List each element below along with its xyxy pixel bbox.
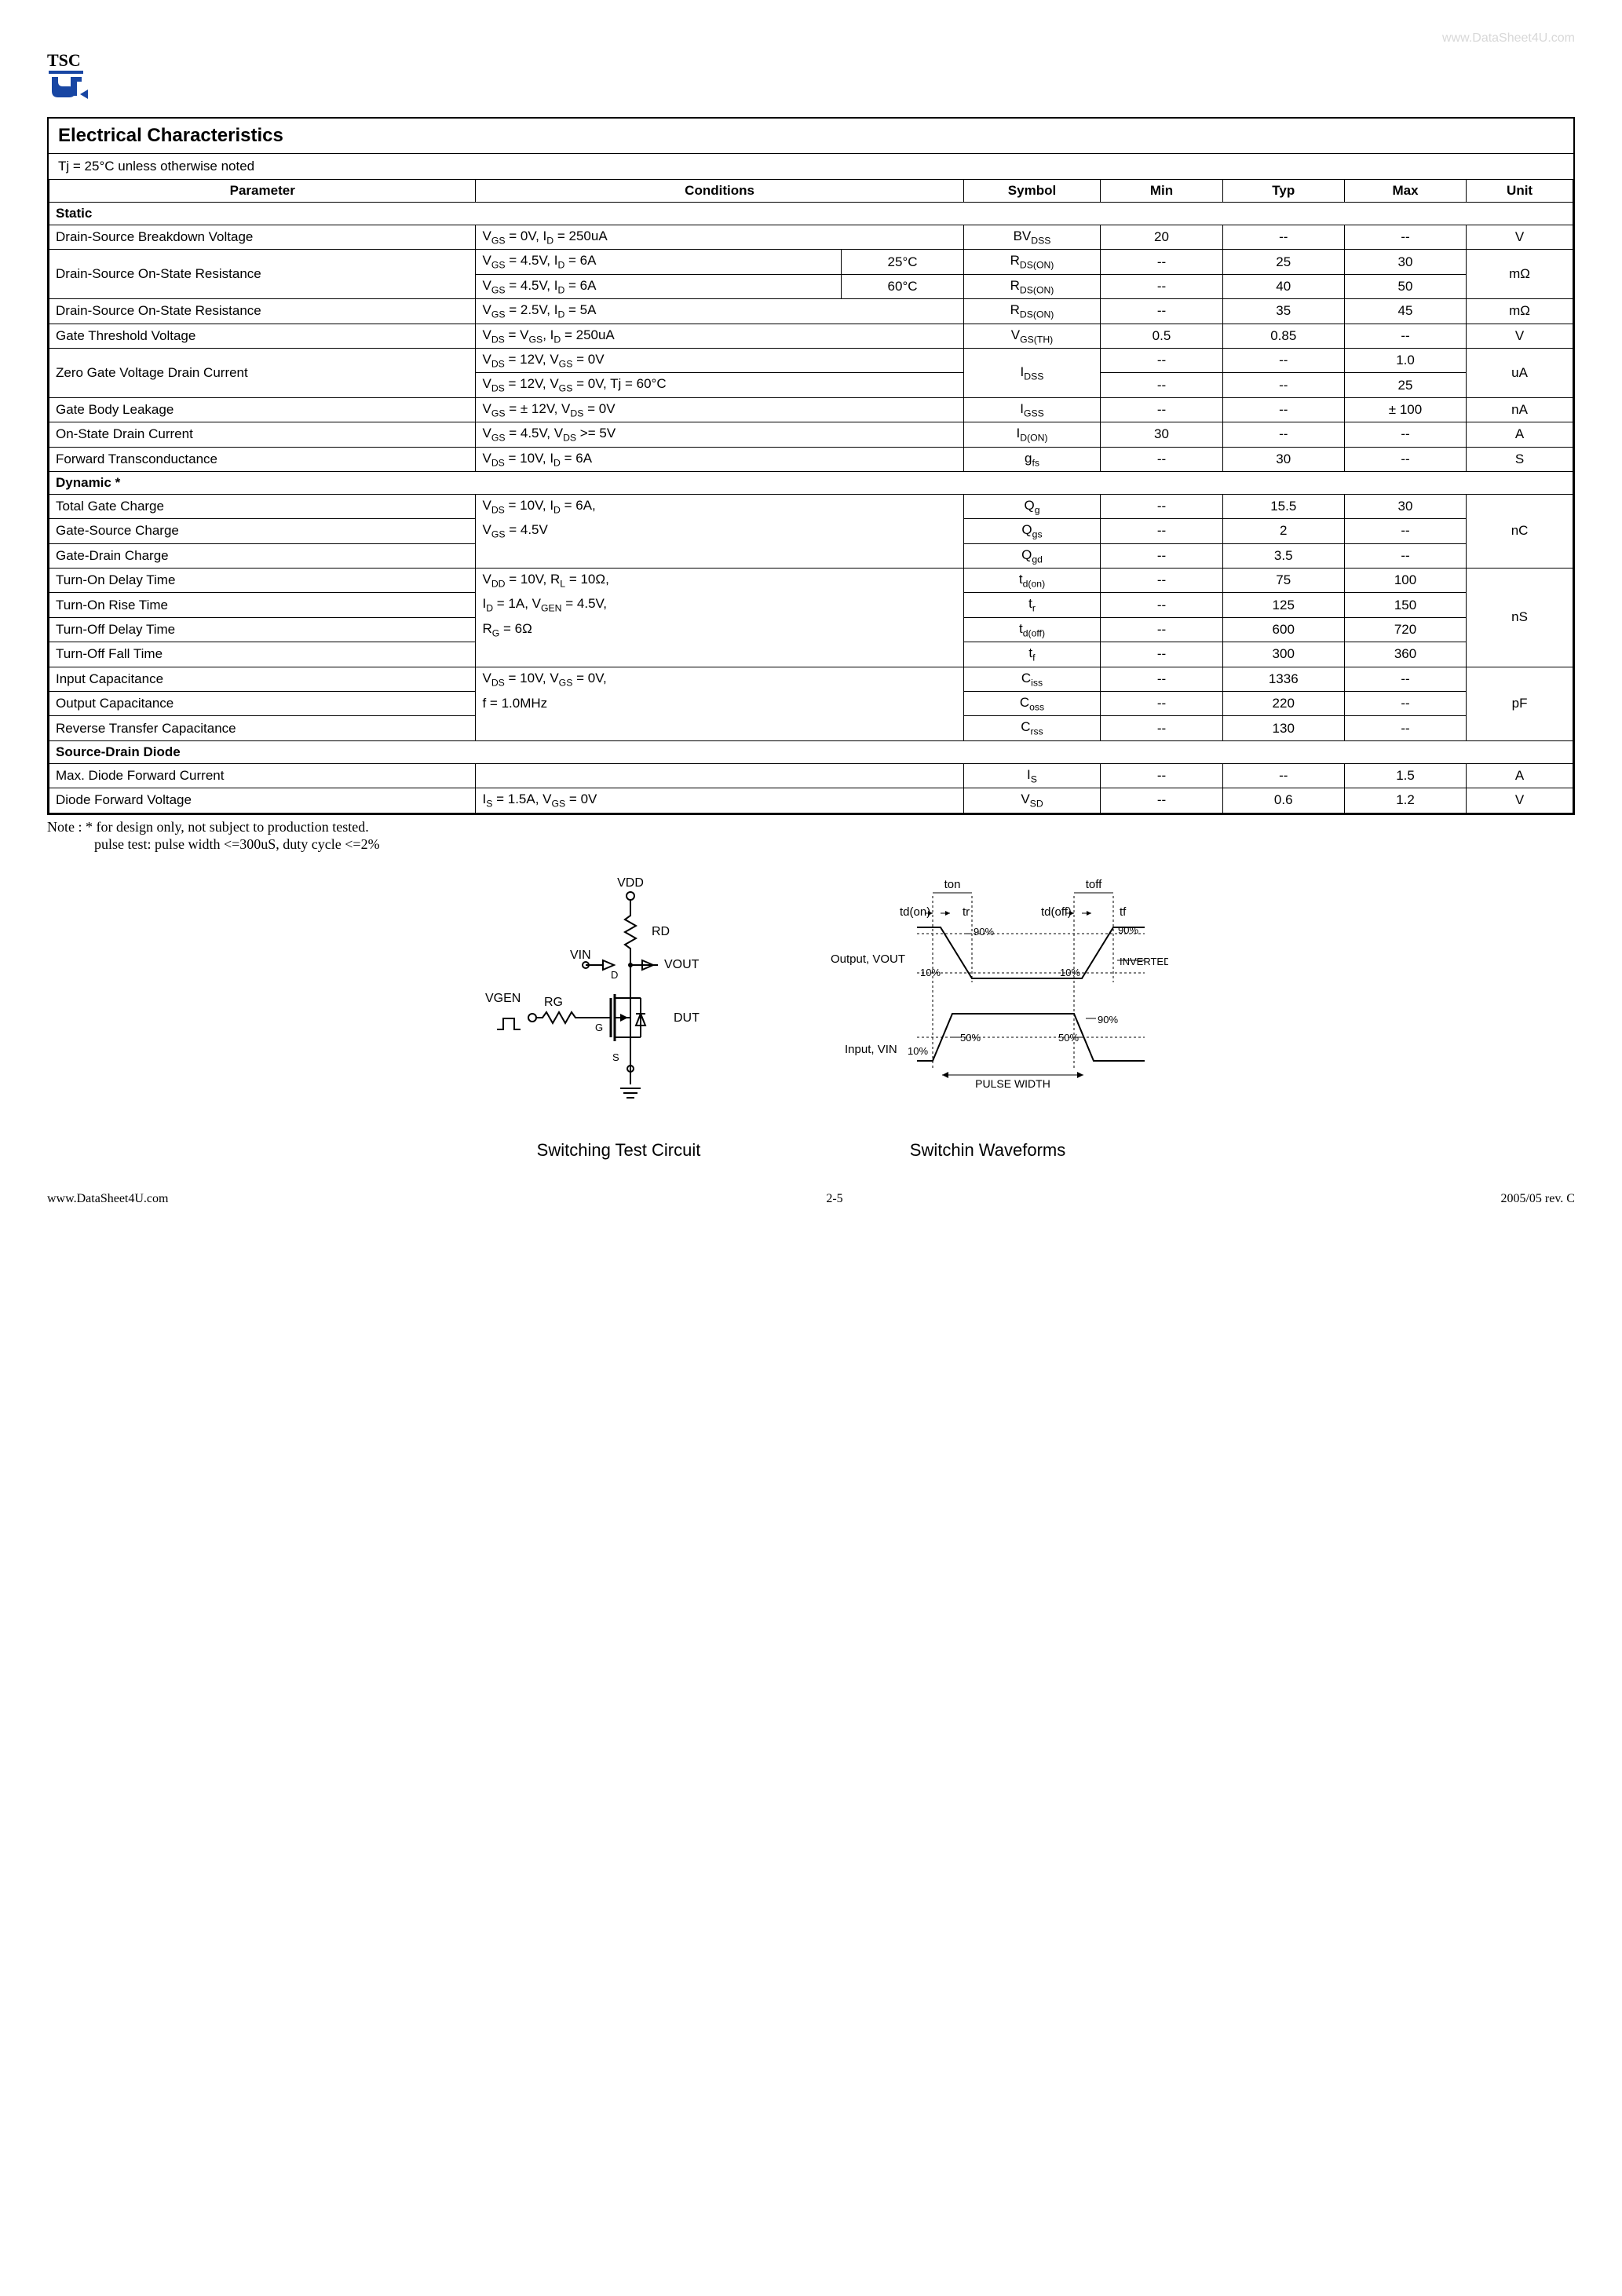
- table-row: Output Capacitance f = 1.0MHz Coss -- 22…: [49, 692, 1573, 716]
- col-typ: Typ: [1222, 180, 1344, 203]
- section-title: Electrical Characteristics: [58, 125, 283, 146]
- footer-rev: 2005/05 rev. C: [1500, 1192, 1575, 1206]
- svg-text:90%: 90%: [1098, 1014, 1118, 1026]
- svg-text:VDD: VDD: [617, 876, 644, 890]
- svg-text:50%: 50%: [960, 1032, 981, 1044]
- table-row: Drain-Source Breakdown Voltage VGS = 0V,…: [49, 225, 1573, 250]
- svg-text:td(on): td(on): [900, 905, 930, 919]
- svg-text:ton: ton: [944, 878, 961, 891]
- table-row: Gate Body Leakage VGS = ± 12V, VDS = 0V …: [49, 397, 1573, 422]
- table-row: Turn-On Rise Time ID = 1A, VGEN = 4.5V, …: [49, 593, 1573, 617]
- svg-text:S: S: [612, 1051, 619, 1063]
- table-row: Diode Forward Voltage IS = 1.5A, VGS = 0…: [49, 788, 1573, 813]
- section-static: Static: [49, 203, 1573, 225]
- table-row: Reverse Transfer Capacitance Crss -- 130…: [49, 716, 1573, 740]
- section-dynamic: Dynamic *: [49, 471, 1573, 494]
- note-line1: Note : * for design only, not subject to…: [47, 818, 1575, 836]
- svg-text:VIN: VIN: [570, 949, 591, 962]
- watermark-top: www.DataSheet4U.com: [47, 31, 1575, 46]
- table-row: On-State Drain Current VGS = 4.5V, VDS >…: [49, 422, 1573, 447]
- table-row: Zero Gate Voltage Drain Current VDS = 12…: [49, 348, 1573, 372]
- logo-text: TSC: [47, 50, 81, 70]
- table-row: Turn-On Delay Time VDD = 10V, RL = 10Ω, …: [49, 569, 1573, 593]
- svg-text:INVERTED: INVERTED: [1120, 956, 1168, 967]
- svg-text:td(off): td(off): [1041, 905, 1072, 919]
- temperature-note: Tj = 25°C unless otherwise noted: [49, 154, 1573, 179]
- svg-text:toff: toff: [1086, 878, 1102, 891]
- circuit-caption: Switching Test Circuit: [454, 1140, 784, 1161]
- col-min: Min: [1101, 180, 1222, 203]
- svg-text:90%: 90%: [1118, 924, 1138, 936]
- switching-waveforms: ton toff td(on) tr td(off) tf Output, VO…: [807, 872, 1168, 1161]
- switching-test-circuit: VDD RD VIN VOUT D: [454, 872, 784, 1161]
- table-row: Gate-Drain Charge Qgd -- 3.5 --: [49, 543, 1573, 568]
- electrical-characteristics-box: Electrical Characteristics Tj = 25°C unl…: [47, 117, 1575, 815]
- table-row: Drain-Source On-State Resistance VGS = 2…: [49, 299, 1573, 324]
- svg-text:Output, VOUT: Output, VOUT: [831, 952, 905, 966]
- note-line2: pulse test: pulse width <=300uS, duty cy…: [47, 835, 1575, 854]
- tsc-logo: TSC: [47, 50, 1575, 109]
- col-symbol: Symbol: [963, 180, 1101, 203]
- table-row: Gate-Source Charge VGS = 4.5V Qgs -- 2 -…: [49, 519, 1573, 543]
- table-row: Max. Diode Forward Current IS -- -- 1.5 …: [49, 763, 1573, 788]
- footer-left: www.DataSheet4U.com: [47, 1192, 168, 1206]
- col-max: Max: [1344, 180, 1466, 203]
- svg-text:Input, VIN: Input, VIN: [845, 1043, 897, 1056]
- table-row: Turn-Off Fall Time tf -- 300 360: [49, 642, 1573, 667]
- svg-text:tf: tf: [1120, 905, 1127, 919]
- footer-page: 2-5: [826, 1192, 842, 1206]
- waveforms-caption: Switchin Waveforms: [807, 1140, 1168, 1161]
- col-parameter: Parameter: [49, 180, 476, 203]
- table-row: Forward Transconductance VDS = 10V, ID =…: [49, 447, 1573, 471]
- svg-text:10%: 10%: [908, 1045, 928, 1057]
- svg-text:G: G: [595, 1022, 603, 1033]
- page-footer: www.DataSheet4U.com 2-5 2005/05 rev. C: [47, 1192, 1575, 1206]
- svg-text:D: D: [611, 969, 618, 981]
- svg-text:VGEN: VGEN: [485, 992, 521, 1005]
- col-conditions: Conditions: [476, 180, 963, 203]
- svg-text:tr: tr: [963, 905, 970, 919]
- table-row: Turn-Off Delay Time RG = 6Ω td(off) -- 6…: [49, 617, 1573, 642]
- characteristics-table: Parameter Conditions Symbol Min Typ Max …: [49, 179, 1573, 813]
- svg-text:RG: RG: [544, 996, 563, 1009]
- table-row: Input Capacitance VDS = 10V, VGS = 0V, C…: [49, 667, 1573, 691]
- svg-text:90%: 90%: [974, 926, 994, 938]
- section-diode: Source-Drain Diode: [49, 740, 1573, 763]
- svg-text:VOUT: VOUT: [664, 958, 700, 971]
- svg-text:DUT: DUT: [674, 1011, 700, 1025]
- table-row: Drain-Source On-State Resistance VGS = 4…: [49, 250, 1573, 274]
- svg-text:PULSE WIDTH: PULSE WIDTH: [975, 1077, 1050, 1090]
- table-row: Total Gate Charge VDS = 10V, ID = 6A, Qg…: [49, 494, 1573, 518]
- table-row: Gate Threshold Voltage VDS = VGS, ID = 2…: [49, 324, 1573, 348]
- table-notes: Note : * for design only, not subject to…: [47, 818, 1575, 854]
- svg-text:RD: RD: [652, 925, 670, 938]
- col-unit: Unit: [1467, 180, 1573, 203]
